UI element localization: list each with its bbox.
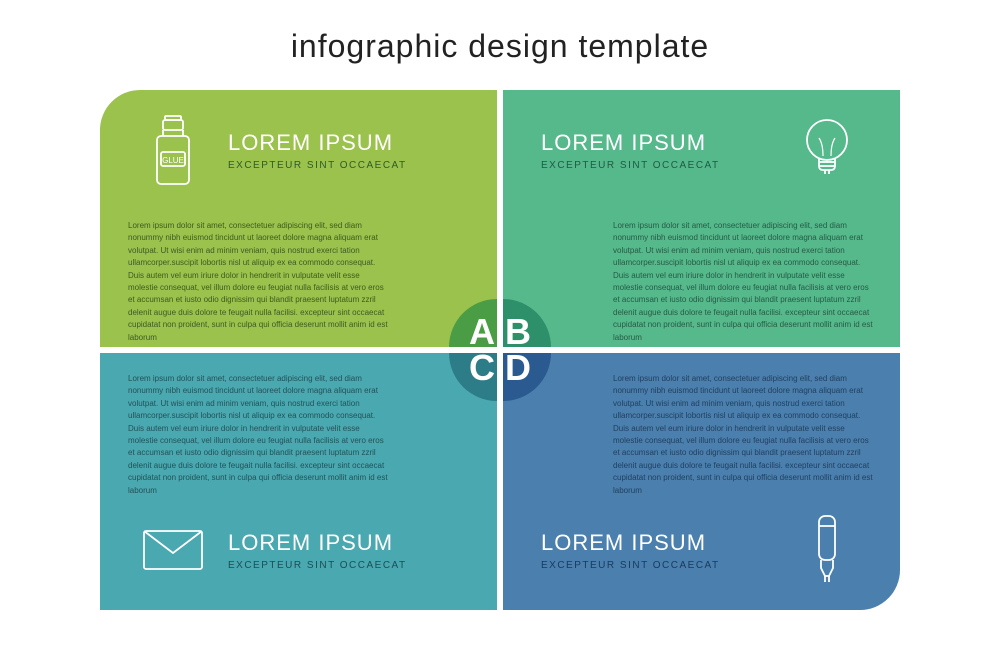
panel-c-header: LOREM IPSUM EXCEPTEUR SINT OCCAECAT [100,490,497,610]
panel-b-badge: B [503,299,551,347]
infographic-grid: GLUE LOREM IPSUM EXCEPTEUR SINT OCCAECAT… [100,90,900,610]
marker-icon [782,510,872,590]
panel-d-badge: D [503,353,551,401]
panel-d-header: LOREM IPSUM EXCEPTEUR SINT OCCAECAT [503,490,900,610]
panel-c-heading: LOREM IPSUM [228,530,469,556]
panel-d: Lorem ipsum dolor sit amet, consectetuer… [503,353,900,610]
panel-b-heading: LOREM IPSUM [541,130,782,156]
panel-c-subheading: EXCEPTEUR SINT OCCAECAT [228,560,469,571]
panel-a-subheading: EXCEPTEUR SINT OCCAECAT [228,160,469,171]
panel-b-subheading: EXCEPTEUR SINT OCCAECAT [541,160,782,171]
panel-d-heading: LOREM IPSUM [541,530,782,556]
panel-a-body: Lorem ipsum dolor sit amet, consectetuer… [128,220,388,344]
panel-c-badge: C [449,353,497,401]
panel-a-heading: LOREM IPSUM [228,130,469,156]
glue-icon: GLUE [128,110,218,190]
panel-c: Lorem ipsum dolor sit amet, consectetuer… [100,353,497,610]
panel-d-body: Lorem ipsum dolor sit amet, consectetuer… [613,373,873,497]
panel-a: GLUE LOREM IPSUM EXCEPTEUR SINT OCCAECAT… [100,90,497,347]
panel-d-subheading: EXCEPTEUR SINT OCCAECAT [541,560,782,571]
panel-b-body: Lorem ipsum dolor sit amet, consectetuer… [613,220,873,344]
panel-a-header: GLUE LOREM IPSUM EXCEPTEUR SINT OCCAECAT [100,90,497,210]
lightbulb-icon [782,110,872,190]
panel-b-header: LOREM IPSUM EXCEPTEUR SINT OCCAECAT [503,90,900,210]
envelope-icon [128,525,218,575]
panel-b: LOREM IPSUM EXCEPTEUR SINT OCCAECAT Lore… [503,90,900,347]
svg-text:GLUE: GLUE [162,156,184,165]
panel-c-body: Lorem ipsum dolor sit amet, consectetuer… [128,373,388,497]
page-title: infographic design template [0,28,1000,65]
panel-a-badge: A [449,299,497,347]
